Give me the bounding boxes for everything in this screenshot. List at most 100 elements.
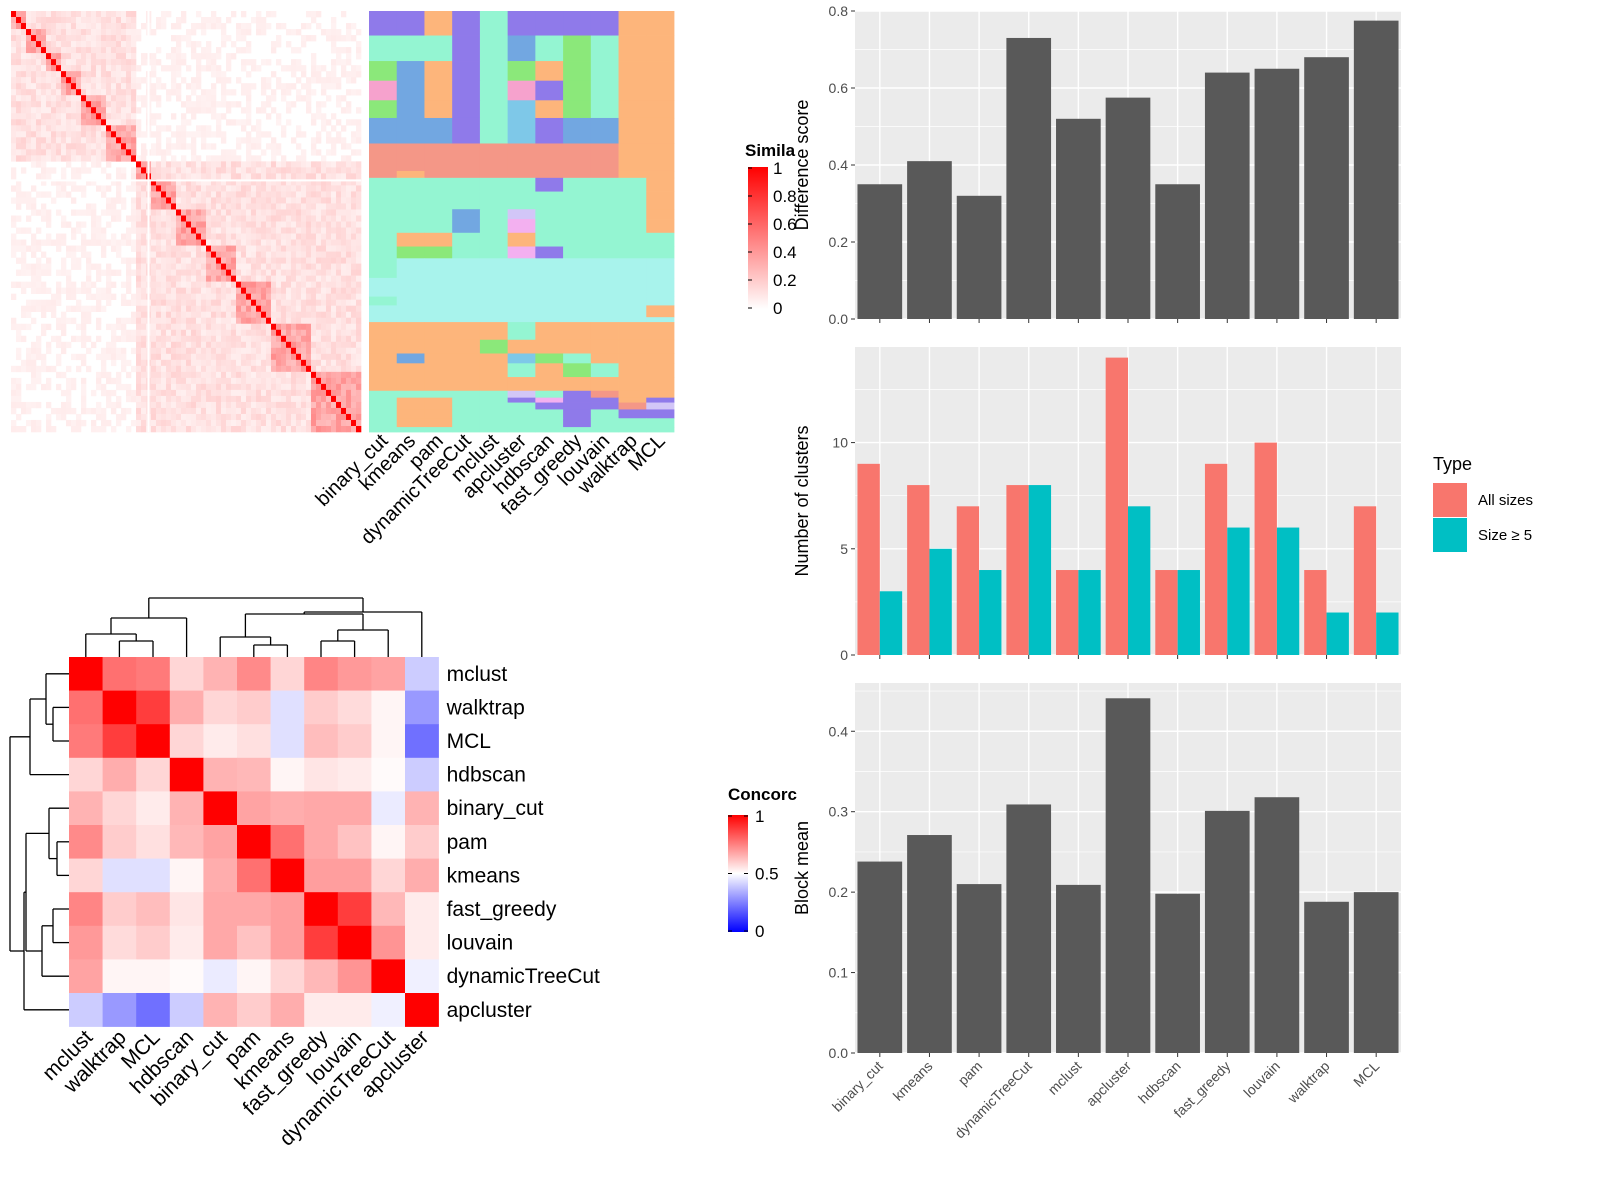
concordance-cell	[169, 993, 204, 1027]
similarity-cell	[81, 401, 87, 409]
similarity-cell	[106, 89, 112, 96]
concordance-cell	[405, 925, 439, 960]
similarity-cell	[86, 311, 92, 319]
similarity-cell	[141, 191, 147, 198]
similarity-cell	[66, 89, 72, 96]
similarity-cell	[201, 347, 207, 355]
similarity-cell	[331, 317, 337, 325]
similarity-cell	[291, 203, 297, 210]
similarity-cell	[241, 47, 247, 54]
similarity-cell	[356, 263, 362, 270]
similarity-cell	[301, 83, 307, 90]
similarity-cell	[341, 221, 347, 228]
similarity-cell	[311, 113, 317, 120]
similarity-cell	[211, 197, 217, 204]
similarity-cell	[316, 413, 322, 421]
similarity-cell	[16, 35, 22, 42]
similarity-cell	[271, 107, 277, 114]
similarity-cell	[336, 269, 342, 276]
similarity-cell	[196, 413, 202, 421]
similarity-cell	[116, 401, 122, 409]
similarity-cell	[51, 47, 57, 54]
similarity-cell	[336, 293, 342, 300]
concordance-cell	[136, 959, 171, 994]
bar	[1204, 810, 1250, 1053]
similarity-cell	[171, 245, 177, 252]
similarity-cell	[131, 41, 137, 48]
similarity-cell	[46, 299, 52, 306]
similarity-cell	[201, 185, 207, 192]
similarity-cell	[201, 287, 207, 294]
concordance-legend-title: Concorc	[728, 785, 797, 804]
similarity-cell	[281, 131, 287, 138]
concordance-cell	[102, 757, 137, 792]
similarity-cell	[351, 251, 357, 258]
similarity-cell	[116, 173, 122, 180]
similarity-cell	[116, 71, 122, 78]
similarity-cell	[201, 353, 207, 361]
similarity-cell	[301, 419, 307, 427]
similarity-cell	[36, 53, 42, 60]
similarity-cell	[131, 185, 137, 192]
similarity-cell	[121, 155, 127, 162]
similarity-cell	[311, 35, 317, 42]
similarity-cell	[281, 281, 287, 288]
concordance-cell	[136, 858, 171, 893]
similarity-cell	[306, 95, 312, 102]
class-cell	[452, 117, 481, 144]
similarity-cell	[176, 377, 182, 385]
similarity-cell	[51, 101, 57, 108]
concordance-cell	[69, 690, 103, 725]
similarity-cell	[351, 161, 357, 168]
concordance-cell	[102, 724, 137, 759]
similarity-cell	[196, 335, 202, 343]
similarity-cell	[341, 281, 347, 288]
similarity-cell	[141, 335, 147, 343]
similarity-cell	[326, 413, 332, 421]
similarity-cell	[256, 419, 262, 427]
similarity-cell	[251, 419, 257, 427]
similarity-cell	[306, 371, 312, 379]
class-cell	[369, 117, 398, 144]
class-cell	[424, 296, 453, 306]
similarity-cell	[156, 221, 162, 228]
similarity-cell	[351, 275, 357, 282]
similarity-cell	[346, 305, 352, 313]
similarity-cell	[256, 305, 262, 313]
similarity-cell	[181, 221, 187, 228]
similarity-cell	[81, 155, 87, 162]
similarity-cell	[251, 281, 257, 288]
similarity-cell	[341, 173, 347, 180]
similarity-cell	[316, 227, 322, 234]
similarity-cell	[271, 419, 277, 427]
similarity-cell	[231, 11, 237, 18]
similarity-cell	[256, 173, 262, 180]
class-cell	[424, 353, 453, 364]
similarity-cell	[241, 29, 247, 36]
similarity-cell	[171, 155, 177, 162]
similarity-cell	[321, 233, 327, 240]
similarity-cell	[126, 113, 132, 120]
similarity-cell	[271, 47, 277, 54]
similarity-cell	[261, 173, 267, 180]
similarity-cell	[151, 281, 157, 288]
similarity-cell	[276, 353, 282, 361]
concordance-cell	[337, 892, 372, 927]
similarity-cell	[311, 77, 317, 84]
similarity-cell	[206, 173, 212, 180]
similarity-cell	[56, 341, 62, 349]
similarity-cell	[206, 203, 212, 210]
concordance-cell	[405, 993, 439, 1027]
similarity-cell	[306, 179, 312, 186]
similarity-cell	[206, 341, 212, 349]
similarity-cell	[276, 179, 282, 186]
similarity-cell	[176, 305, 182, 313]
similarity-cell	[211, 89, 217, 96]
similarity-cell	[151, 119, 157, 126]
similarity-cell	[201, 221, 207, 228]
similarity-cell	[96, 407, 102, 415]
class-cell	[590, 390, 619, 399]
similarity-cell	[316, 113, 322, 120]
similarity-cell	[296, 353, 302, 361]
similarity-cell	[351, 263, 357, 270]
